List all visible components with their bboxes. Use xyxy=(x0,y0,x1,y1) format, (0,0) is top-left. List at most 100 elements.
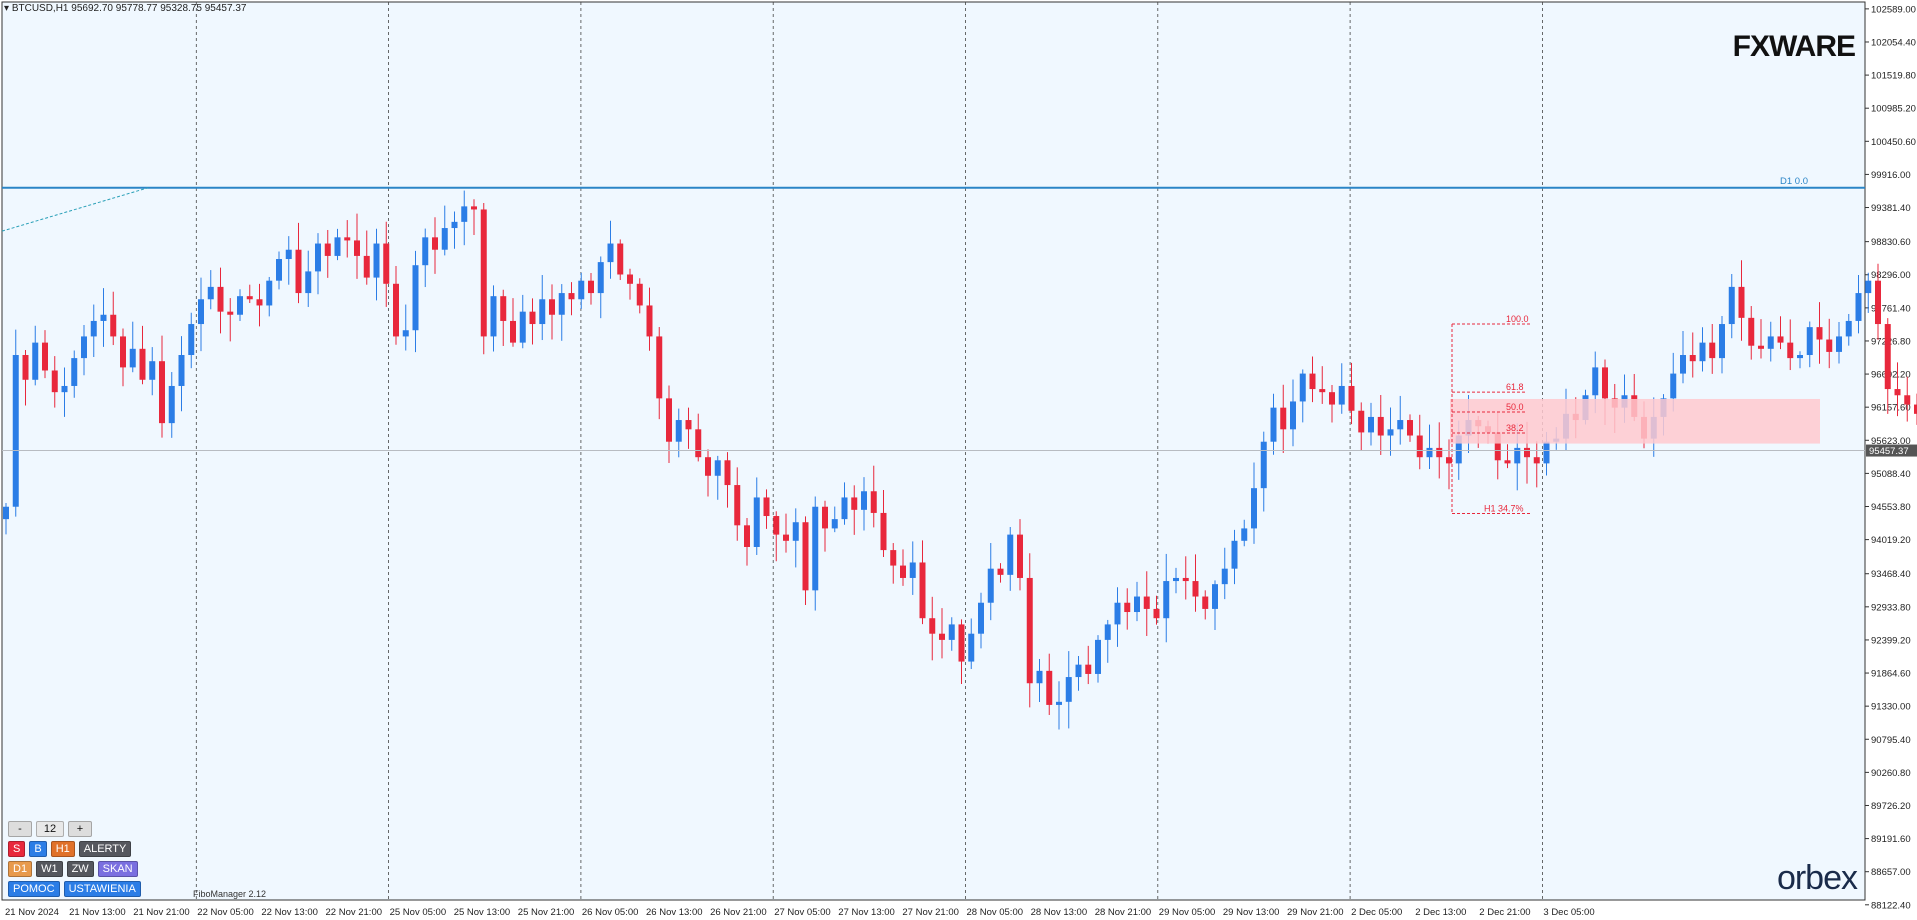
y-tick-label: 102589.00 xyxy=(1871,4,1916,15)
candle-body xyxy=(900,565,906,578)
x-tick-label: 26 Nov 05:00 xyxy=(582,907,639,918)
candle-body xyxy=(1368,416,1374,433)
candle-body xyxy=(1017,534,1023,578)
fib-level-label: 50.0 xyxy=(1506,402,1524,412)
candle-body xyxy=(315,243,321,272)
d1-button[interactable]: D1 xyxy=(8,861,33,877)
candle-body xyxy=(1884,324,1891,390)
x-tick-label: 26 Nov 13:00 xyxy=(646,907,703,918)
candle-body xyxy=(1046,670,1053,705)
current-price-value: 95457.37 xyxy=(1869,446,1909,457)
candle-body xyxy=(636,283,643,306)
candle-body xyxy=(295,249,302,294)
candle-body xyxy=(783,534,789,541)
resistance-label: D1 0.0 xyxy=(1780,176,1808,187)
candle-body xyxy=(1241,528,1248,541)
candle-body xyxy=(71,358,78,386)
candle-body xyxy=(1446,457,1452,464)
candle-body xyxy=(880,512,887,551)
candle-body xyxy=(510,320,516,343)
increase-button[interactable]: + xyxy=(68,821,92,837)
period-value[interactable]: 12 xyxy=(36,821,64,837)
candle-body xyxy=(1377,416,1384,436)
x-tick-label: 25 Nov 05:00 xyxy=(390,907,447,918)
candle-body xyxy=(139,348,146,380)
candle-body xyxy=(344,237,351,241)
candle-body xyxy=(1221,568,1228,585)
alerts-button[interactable]: ALERTY xyxy=(78,841,132,857)
candle-body xyxy=(822,506,828,529)
candle-body xyxy=(948,624,955,640)
candle-body xyxy=(246,296,253,300)
candle-body xyxy=(461,206,468,222)
settings-button[interactable]: USTAWIENIA xyxy=(63,881,141,897)
x-tick-label: 2 Dec 13:00 xyxy=(1415,907,1466,918)
x-tick-label: 21 Nov 2024 xyxy=(5,907,59,918)
candle-body xyxy=(1455,435,1462,464)
candle-body xyxy=(666,398,672,442)
candle-body xyxy=(266,280,273,306)
candle-body xyxy=(1767,336,1774,349)
candle-body xyxy=(1202,596,1209,609)
candle-body xyxy=(1894,389,1901,396)
y-tick-label: 99381.40 xyxy=(1871,203,1911,214)
candle-body xyxy=(354,240,360,256)
candle-body xyxy=(753,497,760,547)
candle-body xyxy=(1875,280,1881,325)
candle-body xyxy=(529,311,536,325)
y-tick-label: 93468.40 xyxy=(1871,569,1911,580)
fibo-control-panel: - 12 + S B H1 ALERTY D1 W1 ZW SKAN POMOC… xyxy=(8,821,141,901)
candle-body xyxy=(695,429,702,458)
candle-body xyxy=(763,497,770,517)
help-button[interactable]: POMOC xyxy=(8,881,60,897)
y-tick-label: 98296.00 xyxy=(1871,270,1911,281)
candle-body xyxy=(578,280,585,300)
candle-body xyxy=(471,206,477,210)
candle-body xyxy=(617,243,624,275)
x-tick-label: 2 Dec 21:00 xyxy=(1479,907,1530,918)
candle-body xyxy=(890,550,897,566)
x-tick-label: 26 Nov 21:00 xyxy=(710,907,767,918)
x-tick-label: 22 Nov 13:00 xyxy=(261,907,318,918)
candle-body xyxy=(1290,401,1296,430)
candle-body xyxy=(110,314,117,337)
candle-body xyxy=(402,330,409,337)
x-tick-label: 27 Nov 21:00 xyxy=(902,907,959,918)
h1-button[interactable]: H1 xyxy=(50,841,75,857)
candle-body xyxy=(939,633,945,640)
candle-body xyxy=(861,491,867,510)
candle-body xyxy=(831,519,838,529)
zw-button[interactable]: ZW xyxy=(66,861,94,877)
scan-button[interactable]: SKAN xyxy=(97,861,138,877)
decrease-button[interactable]: - xyxy=(8,821,32,837)
x-tick-label: 21 Nov 13:00 xyxy=(69,907,126,918)
x-tick-label: 22 Nov 05:00 xyxy=(197,907,254,918)
sell-button[interactable]: S xyxy=(8,841,26,857)
candle-body xyxy=(1397,420,1404,430)
candle-body xyxy=(1095,639,1101,674)
candle-body xyxy=(1319,389,1326,393)
w1-button[interactable]: W1 xyxy=(36,861,63,877)
y-tick-label: 91330.00 xyxy=(1871,702,1911,713)
candle-body xyxy=(12,355,19,507)
y-tick-label: 88122.40 xyxy=(1871,900,1911,911)
candle-body xyxy=(1709,342,1716,359)
y-tick-label: 97761.40 xyxy=(1871,303,1911,314)
candle-body xyxy=(1699,342,1706,362)
x-tick-label: 22 Nov 21:00 xyxy=(326,907,383,918)
candle-body xyxy=(1914,404,1917,414)
x-tick-label: 2 Dec 05:00 xyxy=(1351,907,1402,918)
y-tick-label: 95088.40 xyxy=(1871,469,1911,480)
candle-body xyxy=(1192,581,1199,597)
candle-body xyxy=(217,286,224,312)
collapse-triangle-icon[interactable]: ▾ xyxy=(4,3,10,14)
candle-body xyxy=(1387,429,1394,436)
candle-body xyxy=(3,506,9,520)
buy-button[interactable]: B xyxy=(29,841,47,857)
y-tick-label: 88657.00 xyxy=(1871,867,1911,878)
candle-body xyxy=(1270,407,1277,442)
candle-body xyxy=(734,485,741,526)
candle-body xyxy=(1124,602,1131,613)
